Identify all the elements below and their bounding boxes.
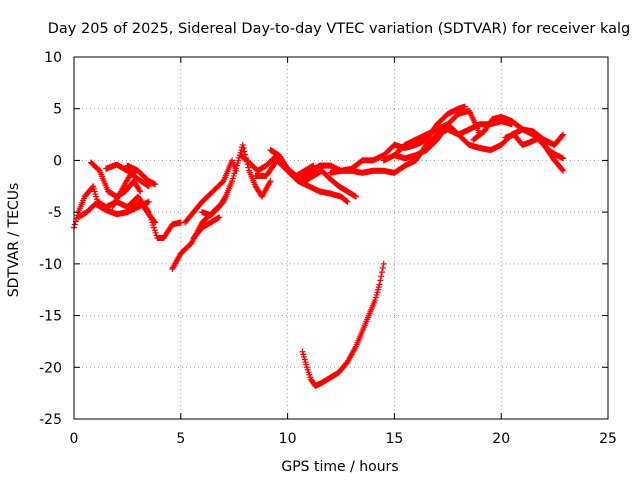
y-tick-label: 5 (53, 102, 62, 118)
series-arc-4 (103, 161, 152, 190)
series-arc-7 (124, 198, 159, 226)
data-point (152, 181, 159, 188)
data-point (378, 273, 385, 280)
y-tick-label: -10 (39, 257, 62, 273)
data-point (380, 260, 387, 267)
data-point (352, 193, 359, 200)
data-point (136, 187, 143, 194)
series-arc-21 (502, 131, 567, 162)
data-point (152, 219, 159, 226)
series-arc-5 (109, 167, 139, 210)
y-tick-label: -5 (48, 205, 62, 221)
data-point (377, 277, 384, 284)
data-point (71, 221, 78, 228)
axis-ticks: 0 5 10 15 20 25 -25 -20 -15 -10 -5 0 5 10 (39, 50, 617, 447)
series-arc-11 (190, 214, 223, 241)
y-tick-label: -20 (39, 360, 62, 376)
series-arc-15 (301, 167, 359, 200)
x-tick-label: 20 (492, 431, 510, 447)
series-arc-14 (267, 147, 317, 179)
data-point (559, 132, 566, 139)
x-axis-label: GPS time / hours (281, 459, 398, 475)
data-point (560, 131, 567, 138)
x-tick-label: 15 (385, 431, 403, 447)
y-tick-label: -25 (39, 412, 62, 428)
data-point (379, 264, 386, 271)
series-arc-9 (182, 157, 240, 226)
data-point (137, 188, 144, 195)
data-points (71, 103, 567, 389)
series-arc-10 (199, 193, 229, 219)
data-point (241, 148, 248, 155)
data-point (560, 167, 567, 174)
y-tick-label: 10 (44, 50, 62, 66)
series-arc-22 (299, 260, 387, 389)
data-point (239, 141, 246, 148)
data-point (233, 167, 240, 174)
y-tick-label: 0 (53, 153, 62, 169)
data-point (376, 281, 383, 288)
data-point (151, 218, 158, 225)
data-point (559, 166, 566, 173)
data-point (245, 164, 252, 171)
plot-frame (73, 56, 609, 420)
y-tick-label: -15 (39, 309, 62, 325)
data-point (221, 194, 228, 201)
data-point (145, 183, 152, 190)
x-tick-label: 10 (279, 431, 297, 447)
data-point (240, 145, 247, 152)
data-point (343, 198, 350, 205)
series-arc-6 (124, 162, 159, 188)
data-point (560, 155, 567, 162)
data-point (216, 214, 223, 221)
data-point (310, 162, 317, 169)
data-point (222, 193, 229, 200)
x-tick-label: 0 (70, 431, 79, 447)
x-tick-label: 25 (599, 431, 617, 447)
grid (74, 57, 608, 419)
data-point (145, 198, 152, 205)
series-arc-16 (327, 103, 468, 176)
data-point (379, 269, 386, 276)
data-point (267, 178, 274, 185)
x-tick-label: 5 (176, 431, 185, 447)
chart-title: Day 205 of 2025, Sidereal Day-to-day VTE… (48, 21, 631, 37)
data-point (344, 198, 351, 205)
y-axis-label: SDTVAR / TECUs (6, 183, 22, 298)
data-point (461, 103, 468, 110)
